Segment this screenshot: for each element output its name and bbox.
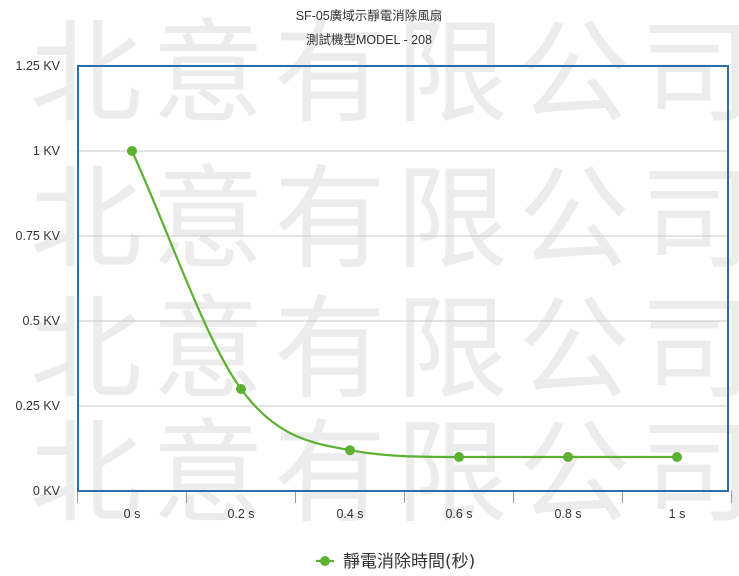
y-tick-label: 1.25 KV — [16, 59, 61, 73]
legend-label: 靜電消除時間(秒) — [343, 552, 475, 572]
legend[interactable]: 靜電消除時間(秒) — [316, 552, 475, 572]
x-tick-label: 0.8 s — [554, 507, 581, 521]
y-tick-label: 1 KV — [33, 144, 61, 158]
data-point[interactable] — [454, 452, 464, 462]
data-point[interactable] — [672, 452, 682, 462]
y-tick-label: 0.5 KV — [22, 314, 60, 328]
watermark-text: 北意有限公司 B — [30, 409, 739, 539]
watermark-text: 北意有限公司 B — [30, 9, 739, 139]
data-point[interactable] — [127, 146, 137, 156]
series-group — [127, 146, 682, 462]
watermark: 北意有限公司 B北意有限公司 B北意有限公司 B北意有限公司 B — [30, 9, 739, 539]
watermark-text: 北意有限公司 B — [30, 285, 739, 415]
y-tick-label: 0.25 KV — [16, 399, 61, 413]
x-tick-label: 1 s — [669, 507, 686, 521]
y-tick-label: 0.75 KV — [16, 229, 61, 243]
data-point[interactable] — [236, 384, 246, 394]
chart-title: SF-05廣域示靜電消除風扇 — [296, 8, 443, 23]
x-tick-label: 0.6 s — [445, 507, 472, 521]
x-tick-label: 0.2 s — [227, 507, 254, 521]
watermark-text: 北意有限公司 B — [30, 155, 739, 285]
plot-area-border — [77, 65, 729, 492]
x-tick-label: 0.4 s — [336, 507, 363, 521]
legend-swatch-marker — [320, 556, 330, 566]
x-axis-ticks: 0 s 0.2 s 0.4 s 0.6 s 0.8 s 1 s — [77, 491, 732, 521]
y-tick-label: 0 KV — [33, 484, 61, 498]
data-point[interactable] — [563, 452, 573, 462]
chart-subtitle: 測試機型MODEL - 208 — [306, 32, 432, 47]
x-tick-label: 0 s — [124, 507, 141, 521]
data-point[interactable] — [345, 445, 355, 456]
y-axis-ticks: 0 KV 0.25 KV 0.5 KV 0.75 KV 1 KV 1.25 KV — [16, 59, 61, 498]
